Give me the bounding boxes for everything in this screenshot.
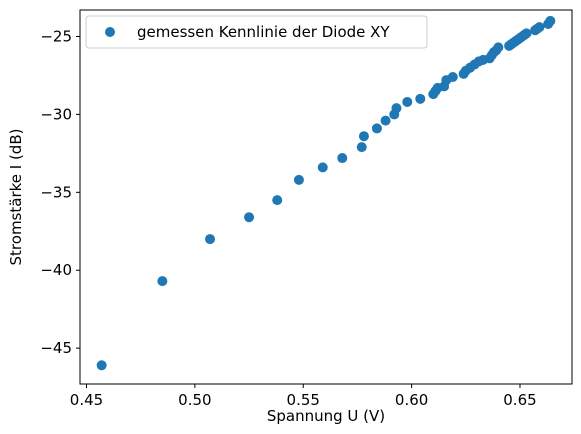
data-point <box>380 115 391 126</box>
x-tick-label: 0.45 <box>70 391 103 409</box>
data-point <box>272 195 283 206</box>
axes-frame <box>79 9 573 385</box>
data-point <box>545 15 556 26</box>
plot-background <box>80 10 572 384</box>
data-point <box>402 96 413 107</box>
data-point <box>317 162 328 173</box>
data-point <box>205 234 216 245</box>
x-tick-label: 0.50 <box>178 391 211 409</box>
legend: gemessen Kennlinie der Diode XY <box>85 15 428 49</box>
data-point <box>157 276 168 287</box>
y-axis-label: Stromstärke I (dB) <box>7 129 25 266</box>
data-point <box>358 131 369 142</box>
plot-area <box>80 10 572 384</box>
data-points <box>96 15 556 371</box>
axes: 0.45 0.50 0.55 0.60 0.65 −45 −40 −35 −30 −25 <box>40 9 573 409</box>
y-tick-label: −30 <box>40 105 72 123</box>
data-point <box>337 153 348 164</box>
x-tick-label: 0.60 <box>395 391 428 409</box>
data-point <box>493 42 504 53</box>
x-tick-label: 0.65 <box>503 391 536 409</box>
y-tick-label: −25 <box>40 27 72 45</box>
y-tick-label: −45 <box>40 339 72 357</box>
data-point <box>293 174 304 185</box>
data-point <box>244 212 255 223</box>
legend-box <box>85 15 428 49</box>
legend-label: gemessen Kennlinie der Diode XY <box>137 23 390 41</box>
x-tick-label: 0.55 <box>287 391 320 409</box>
data-point <box>391 103 402 114</box>
legend-marker <box>105 27 115 37</box>
data-point <box>447 72 458 83</box>
data-point <box>371 123 382 134</box>
data-point <box>534 22 545 33</box>
data-point <box>521 28 532 39</box>
data-point <box>415 93 426 104</box>
data-point <box>96 360 107 371</box>
data-point <box>356 142 367 153</box>
y-tick-label: −40 <box>40 261 72 279</box>
x-axis-label: Spannung U (V) <box>267 407 385 425</box>
y-tick-label: −35 <box>40 183 72 201</box>
